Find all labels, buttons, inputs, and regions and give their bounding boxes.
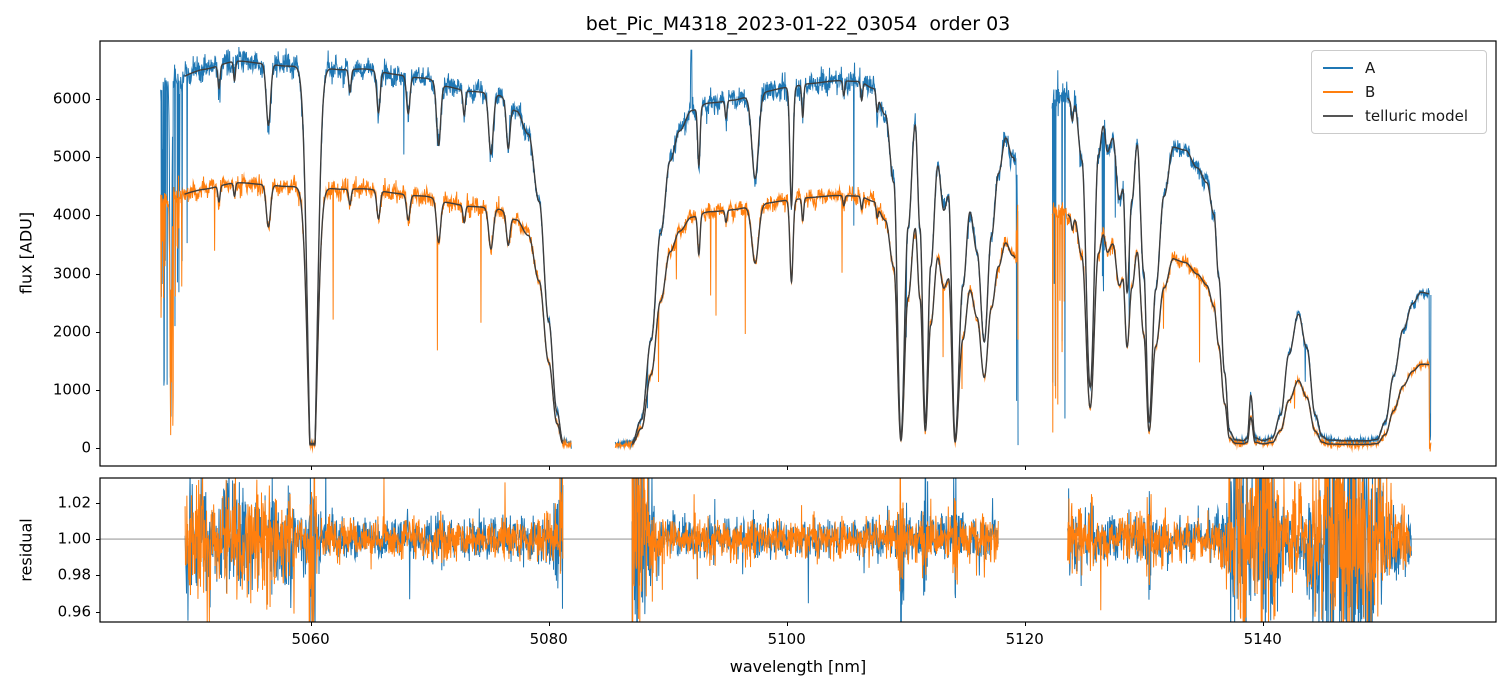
legend-swatch-a: [1323, 67, 1353, 69]
flux-axis-label: flux [ADU]: [16, 211, 36, 295]
flux-y-tick-label-0: 0: [81, 438, 91, 457]
x-tick-label-5120: 5120: [1005, 630, 1044, 648]
x-tick-label-5100: 5100: [767, 630, 806, 648]
legend-label-b: B: [1365, 83, 1376, 101]
legend-label-a: A: [1365, 59, 1376, 77]
legend: A B telluric model: [1311, 50, 1487, 134]
flux-y-tick-label-3000: 3000: [52, 264, 91, 282]
residual-y-tick-label-1.00: 1.00: [57, 529, 91, 548]
flux-y-tick-label-6000: 6000: [52, 89, 91, 108]
legend-item-a: A: [1323, 59, 1480, 77]
flux-y-tick-label-5000: 5000: [52, 147, 91, 166]
x-tick-label-5080: 5080: [529, 630, 568, 648]
residual-axis-label: residual: [16, 518, 36, 582]
residual-y-tick-label-0.96: 0.96: [57, 602, 91, 621]
residual-y-tick-label-1.02: 1.02: [57, 493, 91, 512]
legend-item-b: B: [1323, 83, 1480, 101]
x-tick-label-5060: 5060: [291, 630, 330, 648]
legend-swatch-telluric-model: [1323, 115, 1353, 117]
legend-item-telluric-model: telluric model: [1323, 107, 1480, 125]
chart-title: bet_Pic_M4318_2023-01-22_03054 order 03: [585, 13, 1011, 35]
legend-label-telluric-model: telluric model: [1365, 107, 1469, 125]
flux-y-tick-label-4000: 4000: [52, 205, 91, 224]
wavelength-axis-label: wavelength [nm]: [729, 657, 867, 676]
residual-y-tick-label-0.98: 0.98: [57, 565, 91, 584]
flux-y-tick-label-1000: 1000: [52, 380, 91, 399]
legend-swatch-b: [1323, 91, 1353, 93]
flux-y-tick-label-2000: 2000: [52, 322, 91, 341]
x-tick-label-5140: 5140: [1243, 630, 1282, 648]
